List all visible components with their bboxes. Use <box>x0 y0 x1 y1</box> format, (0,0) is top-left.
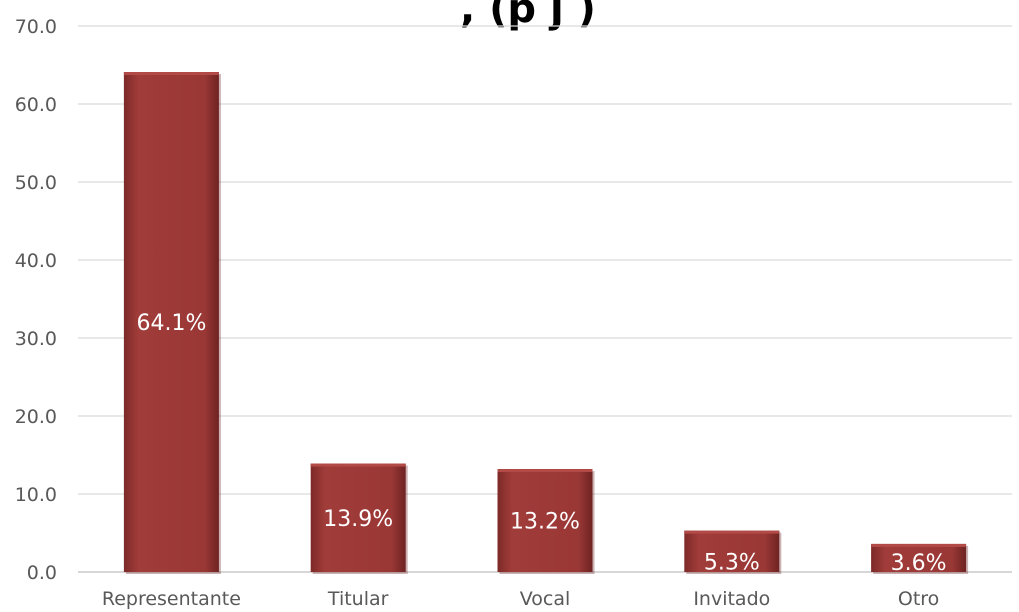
data-label: 64.1% <box>136 311 206 336</box>
y-tick-label: 70.0 <box>15 16 57 38</box>
x-category-label: Titular <box>327 588 389 610</box>
data-labels: 64.1% 13.9% 13.2% 5.3% 3.6% <box>136 311 946 576</box>
y-tick-label: 60.0 <box>15 94 57 116</box>
bar-representante <box>123 72 219 573</box>
x-axis-categories: Representante Titular Vocal Invitado Otro <box>102 588 939 610</box>
y-tick-label: 10.0 <box>15 484 57 506</box>
data-label: 13.9% <box>323 507 393 532</box>
data-label: 3.6% <box>891 551 947 576</box>
bar-invitado <box>684 530 780 572</box>
x-category-label: Vocal <box>520 588 571 610</box>
gridlines <box>78 25 1012 573</box>
y-tick-label: 50.0 <box>15 172 57 194</box>
bar-top-highlight <box>497 469 593 473</box>
chart-title: , (p j ) <box>460 0 596 32</box>
bar-titular <box>310 463 406 572</box>
y-tick-label: 20.0 <box>15 406 57 428</box>
bars <box>123 72 969 575</box>
y-tick-label: 30.0 <box>15 328 57 350</box>
y-axis-ticks: 0.0 10.0 20.0 30.0 40.0 50.0 60.0 70.0 <box>15 16 57 584</box>
bar-otro <box>871 543 967 572</box>
data-label: 13.2% <box>510 510 580 535</box>
x-category-label: Invitado <box>693 588 770 610</box>
x-category-label: Representante <box>102 588 241 610</box>
bar-top-highlight <box>684 530 780 534</box>
bar-top-highlight <box>871 543 967 547</box>
y-tick-label: 0.0 <box>27 562 57 584</box>
y-tick-label: 40.0 <box>15 250 57 272</box>
x-category-label: Otro <box>898 588 939 610</box>
bar-vocal <box>497 469 593 572</box>
data-label: 5.3% <box>704 551 760 576</box>
bar-top-highlight <box>123 72 219 76</box>
bar-top-highlight <box>310 463 406 467</box>
